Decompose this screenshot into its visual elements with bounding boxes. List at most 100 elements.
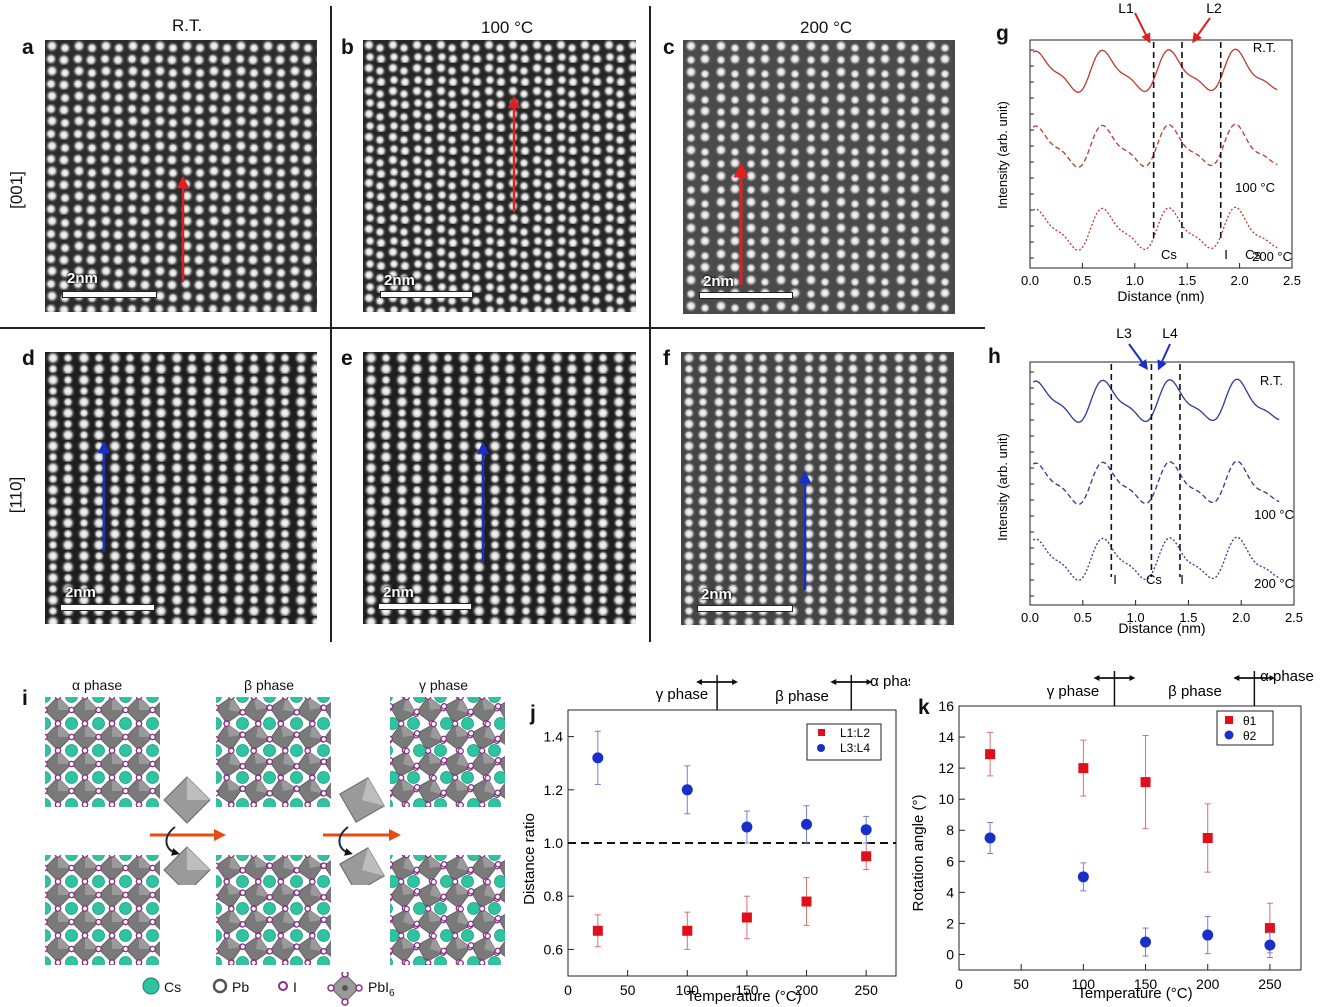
iodide-atom: [467, 866, 474, 874]
iodide-atom: [239, 867, 247, 874]
iodide-atom: [293, 889, 301, 896]
iodide-atom: [68, 733, 75, 741]
iodide-atom: [282, 747, 289, 755]
iodide-atom: [277, 720, 284, 728]
pbi6-octahedron: [320, 855, 331, 882]
series-label-100c-h: 100 °C: [1254, 507, 1294, 522]
iodide-atom: [320, 894, 328, 901]
iodide-atom: [320, 758, 328, 765]
iodide-atom: [430, 720, 437, 728]
iodide-atom: [95, 891, 102, 899]
chart-k-legend-theta2: θ2: [1243, 729, 1257, 743]
cs-atom: [216, 875, 222, 888]
iodide-atom: [494, 915, 502, 922]
scale-bar-f: [697, 605, 793, 612]
cs-atom: [494, 717, 505, 730]
iodide-atom: [54, 932, 62, 939]
pbi6-octahedron: [45, 801, 73, 807]
cs-atom: [216, 717, 222, 730]
data-point-circle: [741, 821, 753, 833]
iodide-atom: [403, 905, 410, 913]
pbi6-octahedron: [95, 720, 129, 754]
iodide-atom: [320, 736, 328, 743]
cs-atom: [390, 717, 399, 730]
pbi6-octahedron: [239, 905, 273, 939]
pbi6-octahedron: [124, 801, 154, 807]
cs-atom: [45, 875, 51, 888]
cs-atom: [92, 875, 105, 888]
iodide-atom: [266, 758, 274, 765]
panel-label-j: j: [530, 702, 536, 725]
y-tick-label: 1.0: [544, 835, 564, 851]
stem-image-c: [683, 40, 955, 314]
iodide-atom: [255, 720, 262, 728]
cs-atom: [440, 717, 453, 730]
cs-atom: [45, 902, 51, 915]
cs-atom: [216, 771, 222, 784]
pbi6-octahedron: [269, 801, 297, 807]
iodide-atom: [390, 735, 393, 743]
cs-atom: [65, 902, 78, 915]
cs-atom: [290, 771, 303, 784]
iodide-atom: [478, 697, 486, 700]
iodide-atom: [122, 760, 129, 768]
iodide-atom: [494, 735, 501, 743]
x-tick-label: 150: [1134, 976, 1158, 992]
iodide-atom: [304, 959, 311, 965]
iodide-atom: [68, 945, 75, 953]
x-tick-label: 1.5: [1178, 273, 1196, 288]
cs-atom: [216, 798, 222, 807]
label-l3: L3: [1116, 325, 1132, 341]
cs-atom: [92, 855, 105, 861]
pbi6-octahedron: [416, 801, 444, 807]
iodide-atom: [451, 720, 459, 727]
data-point-circle: [1140, 936, 1152, 948]
cs-atom: [146, 744, 159, 757]
panel-label-d: d: [22, 347, 35, 370]
cs-atom: [317, 798, 330, 807]
cs-atom: [263, 771, 276, 784]
iodide-atom: [494, 893, 501, 901]
iodide-atom: [216, 704, 220, 711]
iodide-atom: [135, 801, 143, 807]
cs-atom: [236, 875, 249, 888]
data-point-circle: [984, 832, 996, 844]
iodide-atom: [45, 945, 48, 953]
iodide-atom: [478, 801, 486, 807]
x-tick-label: 100: [1072, 976, 1096, 992]
chart-j-legend-l1l2: L1:L2: [840, 726, 870, 740]
cs-atom: [65, 744, 78, 757]
cs-atom: [92, 798, 105, 807]
pbi6-octahedron: [45, 959, 73, 965]
label-l1: L1: [1118, 0, 1134, 16]
iodide-atom: [467, 784, 475, 791]
cs-atom: [236, 929, 249, 942]
profile-curve-solid: [1032, 48, 1278, 93]
y-tick-label: 0.8: [544, 888, 564, 904]
iodide-atom: [390, 703, 394, 710]
series-label-100c: 100 °C: [1235, 180, 1275, 195]
cs-atom: [467, 798, 480, 807]
scale-bar-b: [380, 291, 473, 298]
iodide-atom: [467, 920, 474, 928]
chart-k-xlabel: Temperature (°C): [1077, 985, 1192, 1002]
x-tick-label: 2.5: [1283, 273, 1301, 288]
iodide-atom: [413, 942, 421, 949]
iodide-atom: [108, 747, 116, 754]
cs-atom: [146, 875, 159, 888]
chart-j-xlabel: Temperature (°C): [686, 988, 801, 1005]
iodide-atom: [309, 774, 316, 782]
iodide-atom: [68, 760, 75, 768]
iodide-atom: [81, 855, 89, 858]
iodide-atom: [95, 787, 102, 795]
iodide-atom: [403, 801, 410, 807]
cs-atom: [494, 875, 505, 888]
cs-atom: [434, 798, 447, 807]
iodide-atom: [108, 932, 116, 939]
x-tick-label: 0.0: [1021, 610, 1039, 625]
iodide-atom: [239, 763, 247, 770]
iodide-atom: [304, 855, 311, 859]
pbi6-octahedron: [293, 697, 327, 727]
cs-atom: [461, 875, 474, 888]
pbi6-octahedron: [266, 855, 300, 885]
